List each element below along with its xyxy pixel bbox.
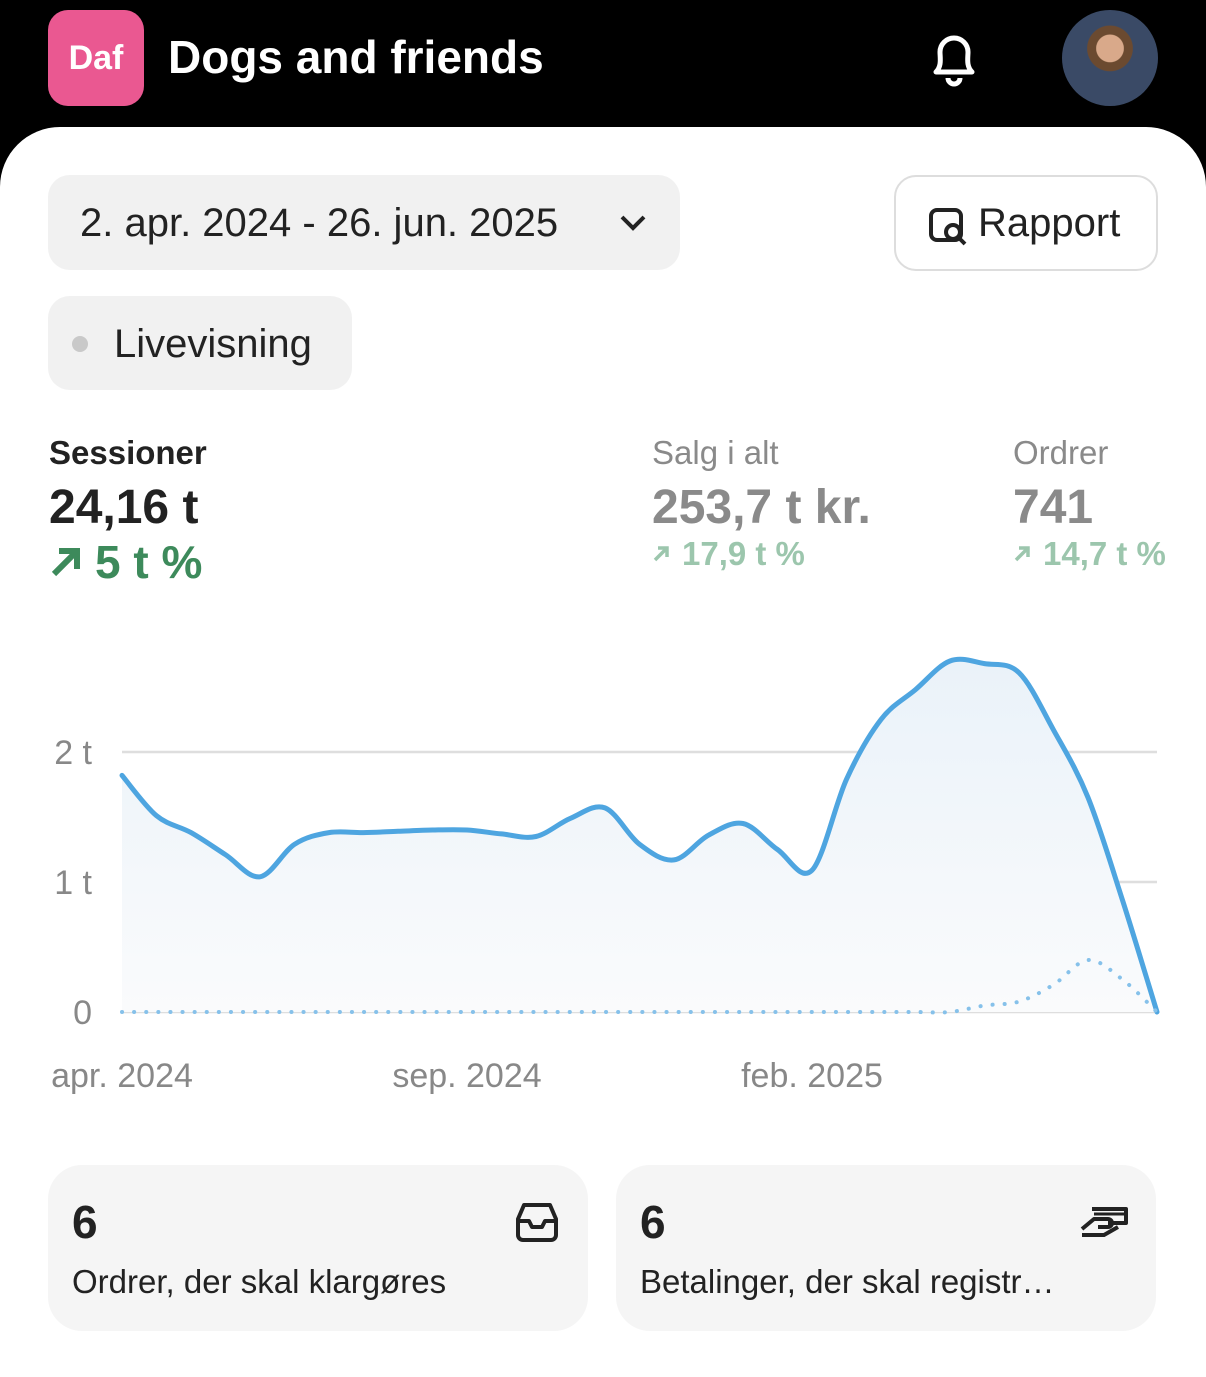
area [122,659,1157,1012]
avatar[interactable] [1062,10,1158,106]
metric-value: 253,7 t kr. [652,481,871,534]
y-tick-label: 0 [73,994,92,1032]
x-tick-label: sep. 2024 [392,1057,541,1095]
date-picker[interactable]: 2. apr. 2024 - 26. jun. 2025 [48,175,680,270]
x-tick-label: apr. 2024 [51,1057,193,1095]
metric-value: 24,16 t [49,481,199,534]
live-view-button[interactable]: Livevisning [48,296,352,390]
live-dot [72,336,88,352]
x-tick-label: feb. 2025 [741,1057,883,1095]
up-arrow [653,546,669,562]
metric-change: 17,9 t % [682,535,805,572]
store-badge[interactable]: Daf [48,10,144,106]
report-button[interactable]: Rapport [894,175,1158,271]
metric-value: 741 [1013,481,1094,534]
report-icon [929,208,967,246]
store-name[interactable]: Dogs and friends [168,31,544,83]
up-arrow [51,548,80,577]
y-tick-label: 2 t [54,734,92,772]
metric-label: Ordrer [1013,434,1109,471]
date-range: 2. apr. 2024 - 26. jun. 2025 [80,201,559,245]
card-value: 6 [72,1196,98,1248]
line [119,656,1160,1015]
metric[interactable]: Salg i alt 253,7 t kr. 17,9 t % [652,434,871,573]
todo-card[interactable]: 6 Betalinger, der skal registr… [616,1165,1156,1331]
metric[interactable]: Ordrer 741 14,7 t % [1013,434,1166,573]
metric-change: 5 t % [95,536,203,588]
chevron [620,215,646,231]
y-tick-label: 1 t [54,864,92,902]
card-label: Ordrer, der skal klargøres [72,1263,447,1300]
payment-icon [1080,1207,1128,1237]
metric-change: 14,7 t % [1043,535,1166,572]
metric-label: Salg i alt [652,434,779,471]
metric[interactable]: Sessioner 24,16 t 5 t % [49,434,207,589]
bell-icon[interactable] [922,28,986,92]
up-arrow [1014,546,1030,562]
inbox-icon [516,1203,558,1242]
chart: 0 1 t 2 t apr. 2024 sep. 2024 feb. 2025 [51,656,1160,1095]
report-label: Rapport [978,201,1121,245]
card-label: Betalinger, der skal registr… [640,1263,1055,1300]
card-value: 6 [640,1196,666,1248]
metric-label: Sessioner [49,434,207,471]
live-label: Livevisning [114,322,312,366]
todo-card[interactable]: 6 Ordrer, der skal klargøres [48,1165,588,1331]
